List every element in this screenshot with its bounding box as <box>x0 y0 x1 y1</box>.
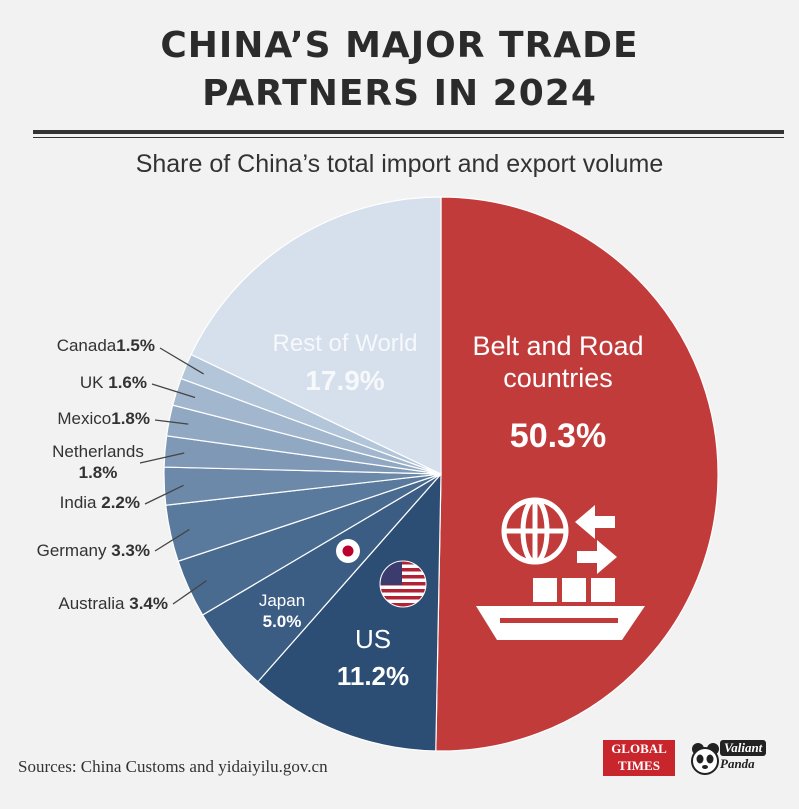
label-canada: Canada1.5% <box>57 336 155 355</box>
global-times-line2: TIMES <box>618 758 660 773</box>
leader-line-uk <box>151 383 196 399</box>
valiant-panda-logo: Valiant Panda <box>690 738 786 780</box>
outside-labels: Canada1.5% UK 1.6% Mexico1.8% Netherland… <box>37 336 168 613</box>
label-belt-road-value: 50.3% <box>510 417 606 455</box>
slice-us <box>256 472 442 752</box>
valiant-panda-text: Valiant Panda <box>720 740 784 772</box>
leader-line-india <box>144 484 184 505</box>
label-uk: UK 1.6% <box>80 373 147 392</box>
label-us: US <box>355 624 391 654</box>
chart-title: CHINA’S MAJOR TRADE PARTNERS IN 2024 <box>0 22 799 118</box>
label-rest-of-world-value: 17.9% <box>305 365 384 396</box>
label-netherlands: Netherlands <box>52 442 144 461</box>
valiant-panda-line1: Valiant <box>720 740 767 756</box>
title-rule-thin <box>33 137 784 138</box>
title-line-1: CHINA’S MAJOR TRADE <box>160 25 639 66</box>
label-belt-road-line1: Belt and Road <box>472 331 643 361</box>
source-note: Sources: China Customs and yidaiyilu.gov… <box>18 757 328 776</box>
label-australia: Australia 3.4% <box>58 594 168 613</box>
label-germany: Germany 3.3% <box>37 541 150 560</box>
label-japan: Japan <box>259 591 305 610</box>
leader-lines <box>139 347 207 605</box>
globe-icon <box>501 497 569 565</box>
leader-line-germany <box>154 528 190 552</box>
label-mexico: Mexico1.8% <box>57 409 150 428</box>
leader-line-australia <box>172 580 207 605</box>
cargo-ship-icon <box>476 578 645 640</box>
label-netherlands-value: 1.8% <box>79 463 118 482</box>
slice-belt-and-road-countries <box>435 196 719 752</box>
panda-icon <box>691 743 719 775</box>
label-japan-value: 5.0% <box>263 612 302 631</box>
label-belt-road-line2: countries <box>503 363 613 393</box>
leader-line-netherlands <box>139 452 185 464</box>
inside-labels: Belt and Road countries 50.3% Rest of Wo… <box>259 330 644 691</box>
label-rest-of-world: Rest of World <box>273 330 418 357</box>
valiant-panda-line2: Panda <box>720 756 755 771</box>
arrows-icon <box>575 505 617 574</box>
label-us-value: 11.2% <box>337 661 409 691</box>
global-times-line1: GLOBAL <box>611 741 667 756</box>
label-india: India 2.2% <box>60 493 140 512</box>
leader-line-mexico <box>154 419 189 425</box>
leader-line-canada <box>159 347 204 375</box>
pie-slices <box>163 196 719 752</box>
slice-rest-of-world <box>190 196 442 475</box>
title-line-2: PARTNERS IN 2024 <box>202 73 597 114</box>
global-times-logo: GLOBAL TIMES <box>603 740 675 776</box>
chart-subtitle: Share of China’s total import and export… <box>135 150 664 178</box>
title-rule-thick <box>33 130 784 134</box>
us-flag-icon <box>379 560 427 608</box>
japan-flag-icon <box>336 539 360 563</box>
